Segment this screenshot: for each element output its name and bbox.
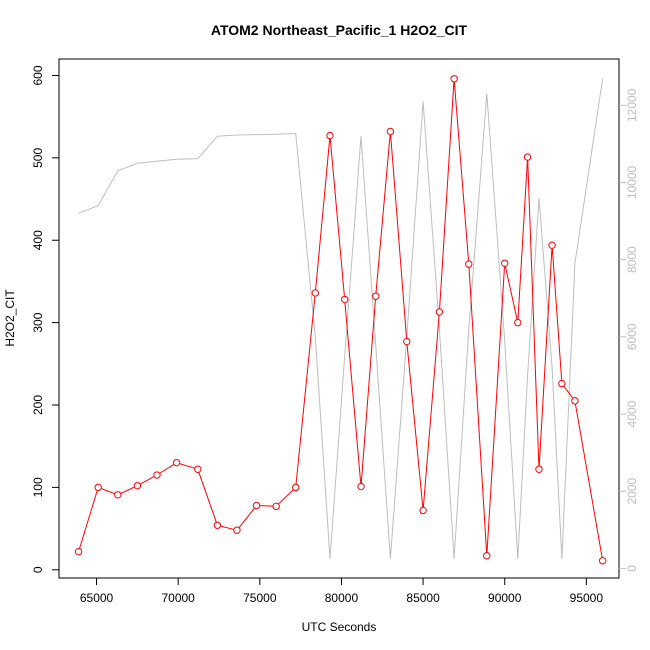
data-point <box>311 289 320 297</box>
y-tick-label: 300 <box>31 312 45 332</box>
y-tick-label: 100 <box>31 477 45 497</box>
data-point <box>465 260 473 268</box>
series-line-h2o2 <box>78 78 604 561</box>
data-point <box>272 502 280 511</box>
x-tick-label: 85000 <box>406 591 440 605</box>
x-tick-label: 90000 <box>488 591 522 605</box>
data-point <box>558 379 566 388</box>
data-point <box>435 308 444 316</box>
y2-tick-label: 12000 <box>625 88 639 122</box>
data-point <box>535 465 543 473</box>
data-point <box>114 491 122 499</box>
plot-frame <box>58 58 620 579</box>
data-point <box>598 557 607 565</box>
data-point <box>153 471 161 479</box>
data-point <box>372 292 380 300</box>
x-axis: 65000 70000 75000 80000 85000 90000 95000 <box>80 578 603 605</box>
y-tick-label: 600 <box>31 65 45 85</box>
y2-tick-label: 10000 <box>625 165 639 199</box>
data-point <box>514 318 522 327</box>
x-tick-label: 70000 <box>161 591 195 605</box>
y-tick-label: 400 <box>31 230 45 250</box>
data-point <box>450 75 458 83</box>
data-point <box>403 337 411 346</box>
y2-tick-label: 2000 <box>625 478 639 505</box>
chart-title: ATOM2 Northeast_Pacific_1 H2O2_CIT <box>211 22 468 38</box>
data-point <box>548 241 556 249</box>
x-axis-label: UTC Seconds <box>302 620 377 634</box>
data-point <box>213 521 222 529</box>
data-point <box>172 458 181 467</box>
y2-tick-label: 0 <box>625 565 639 572</box>
x-tick-label: 65000 <box>80 591 114 605</box>
data-point <box>501 259 509 268</box>
series-layer <box>74 75 607 565</box>
data-point <box>233 526 241 534</box>
data-point <box>357 482 365 491</box>
y-tick-label: 500 <box>31 148 45 168</box>
data-point <box>326 131 334 140</box>
data-point <box>292 483 300 492</box>
data-point <box>133 482 142 490</box>
data-point <box>386 127 395 136</box>
y-tick-label: 200 <box>31 395 45 415</box>
y2-tick-label: 6000 <box>625 323 639 350</box>
series-line-right-axis <box>78 78 604 559</box>
data-point <box>94 483 102 492</box>
x-tick-label: 95000 <box>570 591 604 605</box>
x-tick-label: 80000 <box>325 591 359 605</box>
y2-tick-label: 8000 <box>625 246 639 273</box>
y-axis-left: 0 100 200 300 400 500 600 <box>31 65 59 573</box>
data-point <box>194 465 202 473</box>
y-axis-label: H2O2_CIT <box>3 289 17 347</box>
data-point <box>74 547 83 556</box>
data-point <box>523 153 532 161</box>
data-point <box>341 295 349 304</box>
data-point <box>419 506 427 515</box>
data-point <box>483 552 491 560</box>
x-tick-label: 75000 <box>243 591 277 605</box>
data-point <box>571 397 579 405</box>
y-axis-right: 0 2000 4000 6000 8000 10000 12000 <box>619 88 639 572</box>
data-point <box>252 501 261 510</box>
y2-tick-label: 4000 <box>625 400 639 427</box>
y-tick-label: 0 <box>31 566 45 573</box>
